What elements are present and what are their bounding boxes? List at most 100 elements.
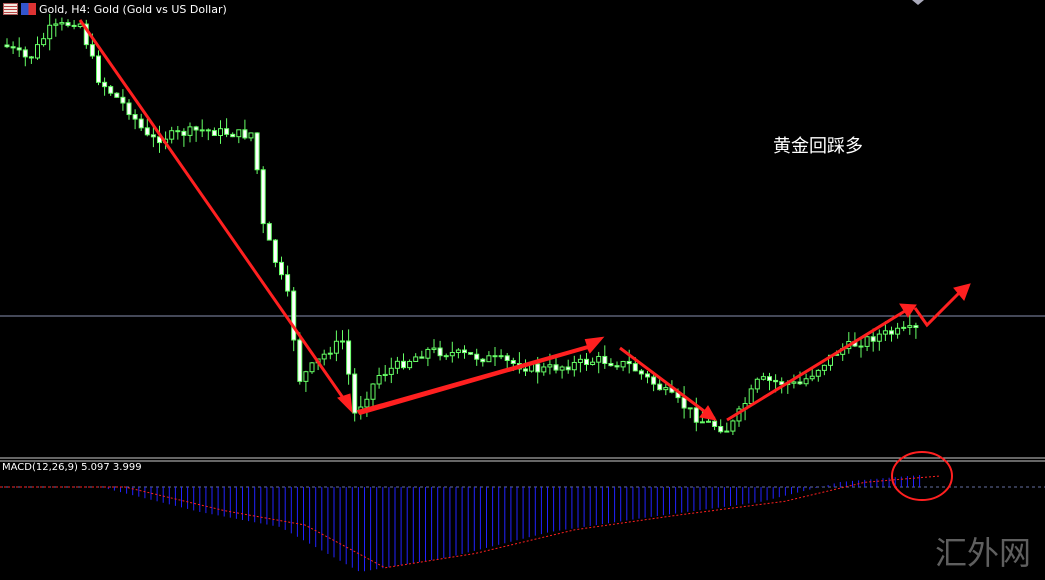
- candle-body: [96, 55, 101, 83]
- candle-body: [748, 388, 754, 404]
- candle-body: [169, 130, 175, 140]
- candle-body: [437, 347, 443, 357]
- candle-body: [565, 366, 571, 371]
- arrow-up-1: [356, 336, 605, 416]
- candle-body: [71, 24, 77, 27]
- candle-body: [657, 383, 663, 391]
- candle-body: [370, 383, 376, 400]
- candle-body: [486, 355, 492, 363]
- candle-body: [181, 130, 187, 136]
- candle-body: [59, 22, 65, 25]
- candlesticks: [4, 13, 919, 435]
- candle-body: [449, 351, 455, 357]
- candle-body: [480, 358, 486, 363]
- candle-body: [712, 420, 718, 428]
- candle-body: [455, 349, 461, 353]
- candle-body: [901, 326, 907, 329]
- candle-body: [693, 407, 699, 423]
- candle-body: [352, 373, 358, 414]
- candle-body: [510, 360, 516, 364]
- chart-title-bar: Gold, H4: Gold (Gold vs US Dollar): [3, 1, 227, 17]
- candle-body: [114, 92, 120, 98]
- chart-window-icon[interactable]: [3, 3, 18, 15]
- candle-body: [779, 381, 785, 386]
- candle-body: [870, 336, 876, 342]
- candle-body: [504, 355, 510, 362]
- candle-body: [199, 129, 205, 132]
- candle-body: [413, 356, 419, 362]
- highlight-circle: [891, 451, 953, 501]
- candle-body: [724, 430, 730, 433]
- candle-body: [285, 274, 291, 292]
- candle-body: [815, 369, 821, 377]
- candle-body: [541, 366, 547, 373]
- candle-body: [47, 24, 53, 40]
- arrow-head-5: [953, 283, 971, 301]
- candle-body: [346, 340, 352, 375]
- candle-body: [425, 348, 431, 359]
- candle-body: [602, 355, 608, 365]
- candle-body: [126, 102, 132, 116]
- candle-body: [138, 118, 144, 129]
- candle-body: [108, 86, 114, 94]
- candle-body: [547, 364, 553, 368]
- arrow-down-2: [619, 346, 709, 416]
- arrow-head-3: [699, 405, 717, 421]
- candle-body: [102, 81, 108, 88]
- macd-label: MACD(12,26,9) 5.097 3.999: [2, 462, 142, 473]
- candle-body: [224, 128, 230, 135]
- candle-body: [651, 376, 657, 385]
- candle-body: [608, 363, 614, 367]
- candle-body: [321, 353, 327, 360]
- candle-body: [553, 364, 559, 371]
- candle-body: [272, 239, 278, 263]
- arrow-head-4: [899, 303, 917, 318]
- candle-body: [193, 126, 199, 131]
- watermark: 汇外网: [934, 534, 1031, 572]
- expert-icon[interactable]: [21, 3, 36, 15]
- candle-body: [266, 223, 272, 241]
- candle-body: [16, 47, 22, 51]
- candle-body: [35, 44, 40, 59]
- candle-body: [718, 426, 724, 433]
- candle-body: [175, 130, 181, 133]
- candle-body: [394, 360, 400, 369]
- candle-body: [376, 374, 382, 385]
- candle-body: [364, 398, 370, 408]
- candle-body: [279, 261, 284, 276]
- candle-body: [382, 373, 388, 376]
- candle-body: [645, 373, 650, 378]
- candle-body: [65, 22, 71, 26]
- candle-body: [706, 420, 711, 423]
- candle-body: [254, 132, 260, 171]
- candle-body: [809, 375, 815, 380]
- candle-body: [28, 56, 34, 59]
- candle-body: [242, 129, 248, 139]
- candle-body: [559, 366, 565, 371]
- candle-body: [407, 360, 413, 369]
- candle-body: [333, 340, 339, 354]
- candle-body: [864, 336, 870, 347]
- candle-body: [730, 420, 736, 432]
- candle-body: [907, 325, 913, 328]
- candle-body: [590, 361, 596, 366]
- scroll-marker-icon[interactable]: [912, 0, 924, 5]
- candle-body: [577, 358, 583, 363]
- candle-body: [303, 371, 309, 382]
- candle-body: [462, 349, 467, 354]
- candle-body: [876, 333, 882, 342]
- candle-body: [120, 96, 126, 104]
- candle-body: [791, 381, 797, 384]
- arrow-up-2: [726, 309, 906, 422]
- candle-body: [236, 129, 242, 138]
- candle-body: [913, 325, 919, 328]
- candle-body: [41, 38, 47, 46]
- candle-body: [211, 130, 217, 137]
- candle-body: [22, 49, 28, 58]
- candle-body: [889, 330, 894, 335]
- candle-body: [626, 360, 632, 365]
- candle-body: [584, 358, 589, 366]
- candle-body: [895, 327, 901, 335]
- candle-body: [498, 355, 504, 358]
